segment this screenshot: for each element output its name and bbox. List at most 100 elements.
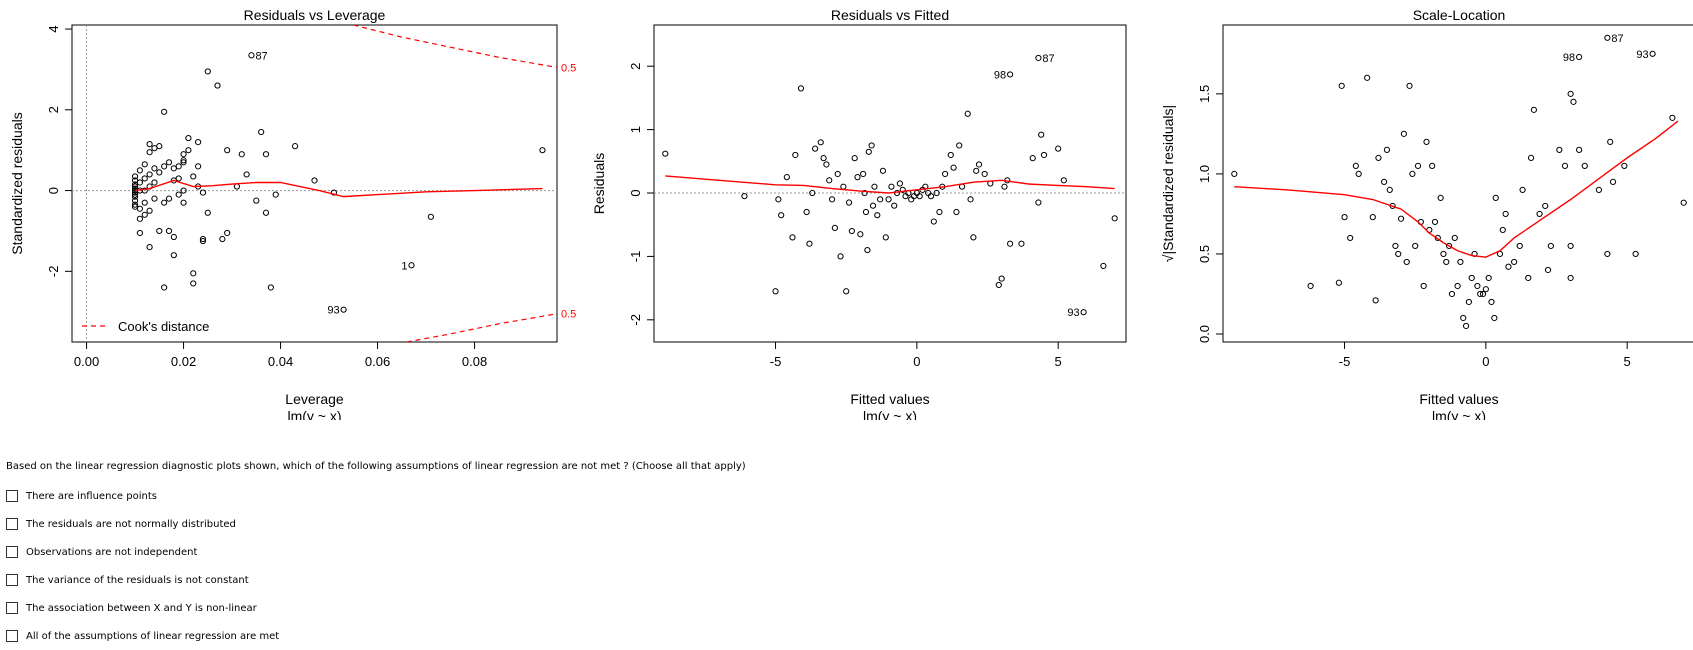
option-label: Observations are not independent [26,546,198,558]
x-tick-label: 0.08 [462,354,487,369]
data-point [1383,146,1391,153]
checkbox[interactable] [6,574,18,586]
x-axis-sublabel: lm(y ~ x) [1432,408,1486,420]
data-point [964,110,971,117]
data-point [131,193,139,200]
data-point [662,150,669,157]
x-tick-label: 0.04 [268,354,293,369]
data-point [936,208,943,216]
x-tick-label: 5 [1624,354,1631,369]
data-point [195,139,202,146]
point-label: 87 [255,50,267,62]
question-text: Based on the linear regression diagnosti… [6,461,746,472]
x-tick-label: 5 [1055,354,1062,369]
data-point [131,183,139,190]
data-point [1649,50,1656,57]
option-label: The variance of the residuals is not con… [26,574,249,586]
option-influence-points[interactable]: There are influence points [6,482,746,510]
data-point [190,280,197,287]
option-label: There are influence points [26,490,157,502]
data-point [311,177,318,184]
data-point [823,161,830,168]
data-point [783,174,790,181]
data-point [1482,286,1489,293]
data-point [156,227,163,235]
data-point [1369,214,1376,221]
data-point [1465,298,1472,306]
data-point [1443,258,1450,266]
data-point [1607,138,1614,145]
checkbox[interactable] [6,518,18,530]
data-point [1505,263,1512,270]
data-point [141,175,148,182]
data-point [803,208,810,216]
option-non-linear[interactable]: The association between X and Y is non-l… [6,594,746,622]
y-tick-label: -2 [46,266,61,278]
data-point [1403,258,1410,266]
data-point [1544,266,1552,274]
data-point [947,151,954,159]
data-point [930,218,937,225]
data-point [175,163,182,170]
data-point [131,191,139,198]
data-point [1499,226,1506,234]
option-not-normal[interactable]: The residuals are not normally distribut… [6,510,746,538]
data-point [812,145,819,152]
data-point [161,163,168,170]
data-point [1035,54,1042,62]
data-point [1035,199,1042,206]
checkbox[interactable] [6,546,18,558]
cooks-distance-upper [353,25,557,68]
data-point [195,163,202,170]
data-point [933,189,940,197]
data-point [204,209,211,216]
y-tick-label: -2 [628,314,643,326]
data-point [1338,82,1345,89]
point-label: 1 [401,260,407,272]
data-point [857,231,864,238]
point-label: 98 [994,69,1006,81]
data-point [1080,309,1087,316]
data-point [1375,154,1382,161]
data-point [199,189,207,196]
option-all-met[interactable]: All of the assumptions of linear regress… [6,622,746,650]
data-point [199,237,207,245]
cooks-label-lower: 0.5 [561,309,576,321]
data-point [1446,242,1453,250]
option-variance-not-constant[interactable]: The variance of the residuals is not con… [6,566,746,594]
checkbox[interactable] [6,630,18,642]
data-point [1621,162,1628,169]
data-point [862,208,870,216]
data-point [146,149,153,156]
data-point [899,186,906,193]
point-label: 87 [1042,53,1054,65]
option-label: The association between X and Y is non-l… [26,602,257,614]
checkbox[interactable] [6,490,18,502]
data-point [253,197,260,204]
data-point [262,151,270,158]
data-point [916,193,923,200]
option-not-independent[interactable]: Observations are not independent [6,538,746,566]
checkbox[interactable] [6,602,18,614]
data-point [1400,130,1407,137]
y-tick-label: 1.0 [1197,165,1212,183]
data-point [267,284,274,291]
data-point [864,246,871,254]
data-point [175,191,182,198]
x-tick-label: -5 [1339,354,1351,369]
data-point [865,148,872,155]
plot-area [72,25,557,342]
data-point [427,213,434,220]
data-point [1468,274,1475,282]
data-point [1474,282,1481,290]
data-point [1519,186,1526,194]
data-point [848,227,855,235]
data-point [161,284,168,291]
smooth-line [134,179,543,198]
data-point [1567,274,1574,282]
data-point [1576,53,1583,61]
data-point [238,151,245,158]
point-label: 93 [1067,307,1079,319]
plot-title: Residuals vs Leverage [244,7,386,23]
